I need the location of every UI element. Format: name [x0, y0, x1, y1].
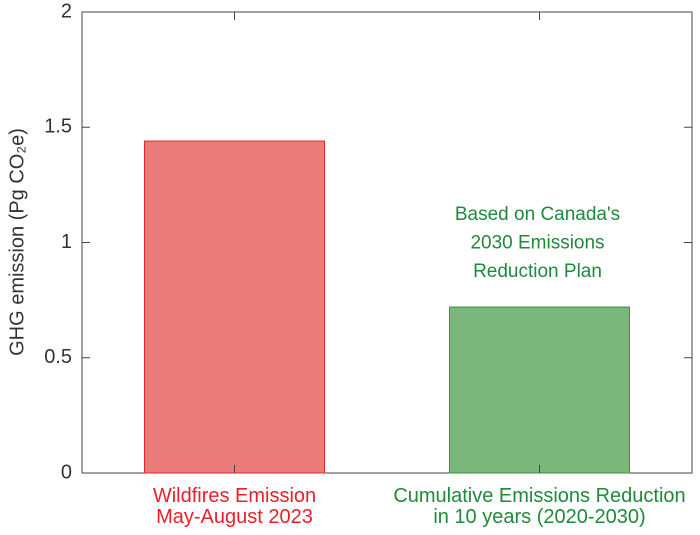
x-tick-label: Wildfires Emission May-August 2023: [153, 485, 316, 528]
bar: [449, 306, 630, 474]
y-tick-label: 1.5: [44, 116, 72, 138]
y-axis-label: GHG emission (Pg CO₂e): [6, 128, 28, 356]
x-tick-label: Cumulative Emissions Reduction in 10 year…: [393, 485, 685, 528]
bar: [144, 140, 325, 474]
annotation: Based on Canada's 2030 Emissions Reduction…: [455, 204, 620, 282]
y-tick-label: 0: [61, 461, 72, 483]
y-tick-label: 1: [61, 231, 72, 253]
y-tick-label: 0.5: [44, 346, 72, 368]
y-tick-label: 2: [61, 0, 72, 22]
